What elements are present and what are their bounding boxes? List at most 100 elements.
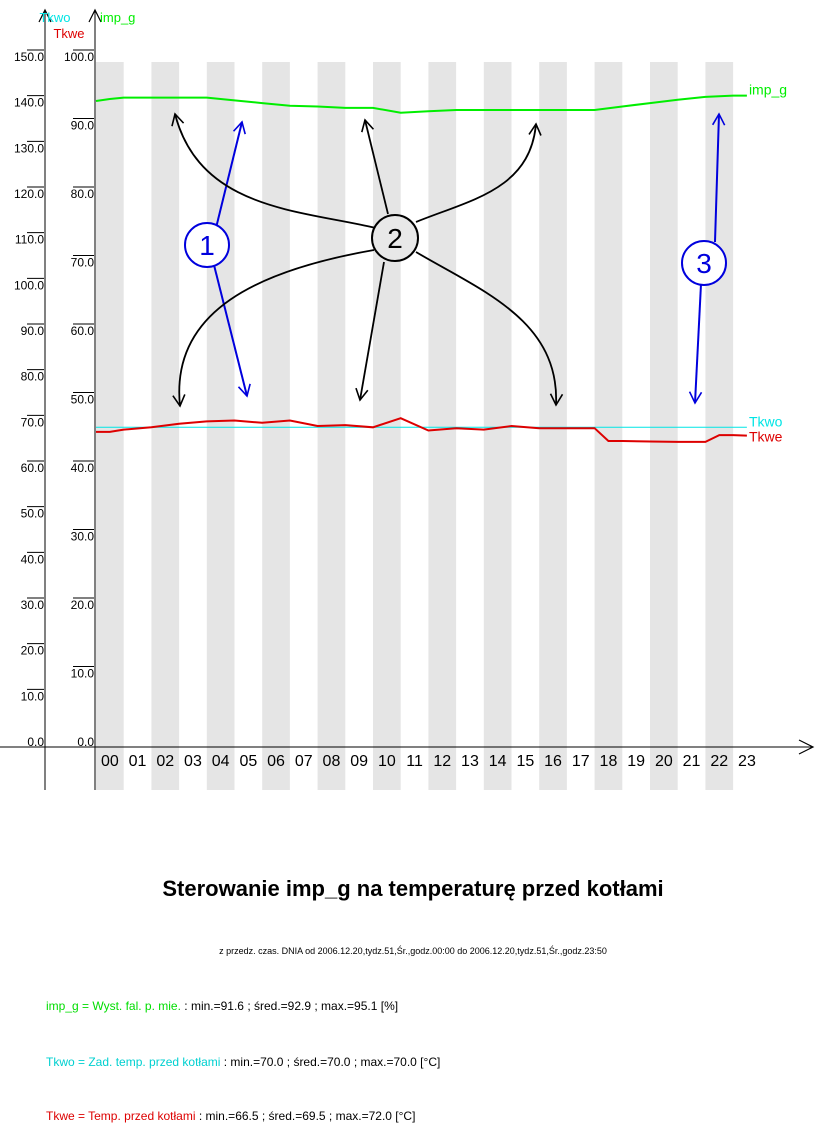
tick-label-temp-80.0: 80.0 (21, 370, 45, 384)
annotations-layer: 1 2 3 (171, 112, 727, 408)
annotation-number-1: 1 (199, 230, 215, 261)
tick-label-temp-130.0: 130.0 (14, 141, 44, 155)
x-label-14: 14 (489, 753, 507, 770)
tick-label-temp-30.0: 30.0 (21, 598, 45, 612)
x-label-11: 11 (406, 753, 423, 770)
stripe-20 (650, 62, 678, 790)
stripe-04 (206, 62, 235, 790)
arrow-1-up (215, 120, 246, 229)
x-label-13: 13 (461, 753, 479, 770)
tick-label-pct-20.0: 20.0 (71, 598, 95, 612)
tick-label-temp-50.0: 50.0 (21, 507, 45, 521)
x-label-16: 16 (544, 753, 562, 770)
legend-tkwe: Tkwe = Temp. przed kotłami : min.=66.5 ;… (46, 1109, 415, 1123)
arrow-2-down-mid (355, 261, 385, 402)
arrow-2-up-right (415, 122, 542, 223)
x-label-20: 20 (655, 753, 673, 770)
x-label-06: 06 (267, 753, 285, 770)
legend-imp-g-stats: : min.=91.6 ; śred.=92.9 ; max.=95.1 [%] (184, 999, 399, 1013)
tick-label-temp-20.0: 20.0 (21, 644, 45, 658)
tick-label-temp-60.0: 60.0 (21, 461, 45, 475)
tick-label-pct-100.0: 100.0 (64, 50, 94, 64)
x-label-08: 08 (323, 753, 341, 770)
tick-label-temp-40.0: 40.0 (21, 552, 45, 566)
x-label-02: 02 (156, 753, 174, 770)
legend-tkwo-name: Tkwo = Zad. temp. przed kotłami (46, 1055, 224, 1069)
tick-label-pct-80.0: 80.0 (71, 187, 95, 201)
tick-label-temp-150.0: 150.0 (14, 50, 44, 64)
stripe-06 (262, 62, 290, 790)
arrow-3-up (711, 112, 726, 243)
annotation-circle-3 (681, 240, 727, 286)
tick-label-pct-70.0: 70.0 (71, 256, 95, 270)
x-label-19: 19 (627, 753, 645, 770)
x-label-12: 12 (433, 753, 451, 770)
tick-label-pct-50.0: 50.0 (71, 393, 95, 407)
arrow-2-up-mid (361, 118, 389, 215)
arrow-2-up-left (171, 112, 377, 229)
tick-label-pct-10.0: 10.0 (71, 667, 95, 681)
axes: 0.010.020.030.040.050.060.070.080.090.01… (0, 8, 815, 790)
arrow-2-down-left (172, 249, 375, 408)
stripe-12 (428, 62, 457, 790)
series-label-tkwe: Tkwe (749, 429, 783, 445)
arrow-3-down (688, 283, 703, 405)
series-label-imp-g: imp_g (749, 82, 787, 98)
y-axis-temp-arrow (38, 8, 52, 23)
tick-label-pct-30.0: 30.0 (71, 530, 95, 544)
tick-label-temp-100.0: 100.0 (14, 278, 44, 292)
annotation-circle-2 (371, 214, 419, 262)
legend-imp-g-name: imp_g = Wyst. fal. p. mie. (46, 999, 185, 1013)
x-label-21: 21 (683, 753, 701, 770)
chart-subtitle: z przedz. czas. DNIA od 2006.12.20,tydz.… (219, 946, 607, 956)
x-label-03: 03 (184, 753, 202, 770)
grid-stripes (96, 62, 734, 790)
tick-label-temp-10.0: 10.0 (21, 689, 45, 703)
annotation-number-2: 2 (387, 223, 403, 254)
series-line-imp-g (95, 94, 747, 114)
annotation-circle-1 (184, 222, 230, 268)
tick-label-temp-90.0: 90.0 (21, 324, 45, 338)
tick-label-pct-90.0: 90.0 (71, 119, 95, 133)
axis-label-imp-g: imp_g (100, 10, 135, 25)
stripe-22 (705, 62, 734, 790)
legend-imp-g: imp_g = Wyst. fal. p. mie. : min.=91.6 ;… (46, 999, 398, 1013)
tick-label-pct-40.0: 40.0 (71, 461, 95, 475)
x-label-18: 18 (600, 753, 618, 770)
stripe-00 (96, 62, 124, 790)
axis-label-tkwe: Tkwe (53, 26, 84, 41)
series-label-tkwo: Tkwo (749, 413, 783, 429)
tick-label-pct-0.0: 0.0 (77, 735, 94, 749)
legend-tkwo: Tkwo = Zad. temp. przed kotłami : min.=7… (46, 1055, 440, 1069)
x-label-23: 23 (738, 753, 756, 770)
x-label-09: 09 (350, 753, 368, 770)
tick-label-temp-110.0: 110.0 (15, 233, 44, 247)
tick-label-temp-0.0: 0.0 (27, 735, 44, 749)
stripe-16 (539, 62, 567, 790)
x-label-00: 00 (101, 753, 119, 770)
x-label-15: 15 (516, 753, 534, 770)
x-label-07: 07 (295, 753, 313, 770)
x-label-04: 04 (212, 753, 230, 770)
legend-tkwe-name: Tkwe = Temp. przed kotłami (46, 1109, 199, 1123)
x-label-05: 05 (239, 753, 257, 770)
arrow-1-down (213, 264, 251, 398)
x-axis-arrow (798, 739, 815, 755)
annotation-number-3: 3 (696, 248, 712, 279)
y-axis-pct-arrow (88, 8, 102, 23)
x-label-17: 17 (572, 753, 590, 770)
x-label-10: 10 (378, 753, 396, 770)
x-label-22: 22 (710, 753, 728, 770)
tick-label-temp-120.0: 120.0 (14, 187, 44, 201)
arrow-2-down-right (415, 251, 564, 407)
axis-label-tkwo: Tkwo (39, 10, 70, 25)
tick-label-temp-140.0: 140.0 (14, 96, 44, 110)
legend-tkwo-stats: : min.=70.0 ; śred.=70.0 ; max.=70.0 [°C… (223, 1055, 441, 1069)
chart-title: Sterowanie imp_g na temperaturę przed ko… (162, 876, 664, 901)
stripe-18 (594, 62, 623, 790)
tick-label-pct-60.0: 60.0 (71, 324, 95, 338)
legend-tkwe-stats: : min.=66.5 ; śred.=69.5 ; max.=72.0 [°C… (198, 1109, 416, 1123)
series-line-tkwe (96, 417, 747, 443)
tick-label-temp-70.0: 70.0 (21, 415, 45, 429)
